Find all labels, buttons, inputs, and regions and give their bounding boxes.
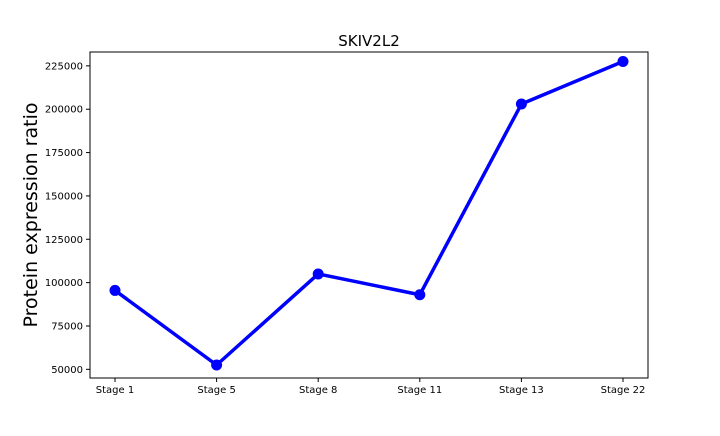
y-tick-label: 175000 <box>45 148 83 159</box>
data-point <box>617 56 629 68</box>
y-tick-label: 100000 <box>45 278 83 289</box>
data-point <box>515 98 527 110</box>
y-axis-label: Protein expression ratio <box>20 103 42 328</box>
y-tick-label: 50000 <box>51 365 83 376</box>
x-tick-label: Stage 13 <box>499 385 544 396</box>
y-tick-label: 200000 <box>45 105 83 116</box>
x-tick-label: Stage 8 <box>299 385 337 396</box>
y-tick-label: 150000 <box>45 191 83 202</box>
y-axis: 50000 75000 100000 125000 150000 175000 200000… <box>45 61 90 376</box>
x-tick-label: Stage 1 <box>96 385 134 396</box>
y-tick-label: 75000 <box>51 321 83 332</box>
data-point <box>211 359 223 371</box>
series-layer <box>109 56 629 371</box>
y-tick-label: 125000 <box>45 235 83 246</box>
y-tick-label: 225000 <box>45 61 83 72</box>
plot-area-frame <box>89 51 649 379</box>
x-tick-label: Stage 22 <box>601 385 646 396</box>
data-point <box>109 284 121 296</box>
series-line <box>113 59 624 367</box>
data-point <box>312 268 324 280</box>
x-tick-label: Stage 11 <box>397 385 442 396</box>
data-point <box>414 289 426 301</box>
x-axis: Stage 1 Stage 5 Stage 8 Stage 11 Stage 13 Sta… <box>96 378 646 396</box>
x-tick-label: Stage 5 <box>197 385 235 396</box>
chart-title: SKIV2L2 <box>338 32 400 50</box>
